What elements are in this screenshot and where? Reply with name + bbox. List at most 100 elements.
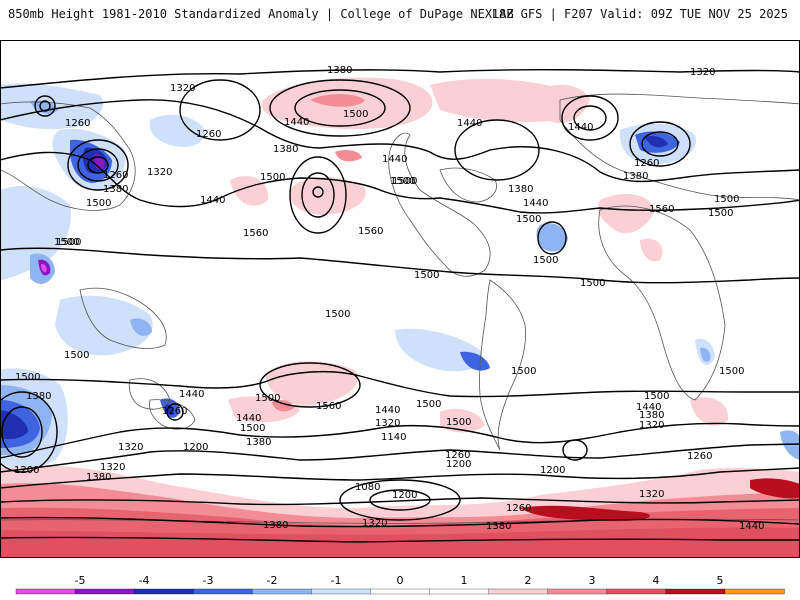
contour-label: 1500	[644, 391, 669, 402]
contour-label: 1560	[649, 204, 674, 215]
contour-label: 1380	[273, 144, 298, 155]
colorbar-tick-label: 1	[461, 574, 468, 587]
contour-label: 1320	[375, 418, 400, 429]
colorbar-tick-label: 3	[589, 574, 596, 587]
contour-label: 1500	[446, 417, 471, 428]
colorbar-tick-label: -2	[267, 574, 278, 587]
contour-label: 1200	[540, 465, 565, 476]
colorbar-tick-label: 2	[525, 574, 532, 587]
contour-label: 1320	[147, 167, 172, 178]
contour-label: 1380	[263, 520, 288, 531]
contour-label: 1380	[327, 65, 352, 76]
contour-label: 1500	[260, 172, 285, 183]
colorbar-tick-label: -1	[331, 574, 342, 587]
strong-positive-south-pacific	[520, 505, 650, 522]
contour-label: 1500	[414, 270, 439, 281]
colorbar-swatch	[252, 588, 313, 595]
colorbar-swatches	[15, 588, 785, 595]
northern-positive-anomalies	[230, 77, 663, 262]
contour-label: 1440	[739, 521, 764, 532]
colorbar-swatch	[606, 588, 667, 595]
contour-label: 1380	[639, 410, 664, 421]
contour-label: 1500	[719, 366, 744, 377]
contour-label: 1500	[714, 194, 739, 205]
contour-label: 1500	[86, 198, 111, 209]
colorbar-swatch	[547, 588, 608, 595]
contour-label: 1500	[343, 109, 368, 120]
contour-label: 1500	[392, 176, 417, 187]
contour-label: 1500	[15, 372, 40, 383]
colorbar: -5 -4 -3 -2 -1 0 1 2 3 4 5	[15, 574, 785, 595]
contour-label: 1500	[516, 214, 541, 225]
contour-label: 1380	[623, 171, 648, 182]
contour-label: 1440	[457, 118, 482, 129]
contour-label: 1380	[103, 184, 128, 195]
contour-label: 1500	[325, 309, 350, 320]
contour-label: 1320	[118, 442, 143, 453]
contour-label: 1500	[390, 176, 415, 187]
contour-label: 1560	[243, 228, 268, 239]
contour-label: 1500	[511, 366, 536, 377]
contour-label: 1320	[639, 489, 664, 500]
anomaly-map: 1380 1320 1320 1260 1260 1440 1500 1380 …	[0, 40, 800, 558]
contour-label: 1440	[523, 198, 548, 209]
colorbar-tick-label: 4	[653, 574, 660, 587]
contour-label: 1500	[240, 423, 265, 434]
contour-label: 1380	[246, 437, 271, 448]
colorbar-tick-label: -4	[139, 574, 150, 587]
contour-label: 1200	[183, 442, 208, 453]
contour-label: 1260	[506, 503, 531, 514]
colorbar-swatch	[134, 588, 194, 595]
colorbar-swatch	[665, 588, 726, 595]
contour-label: 1440	[382, 154, 407, 165]
contour-label: 1440	[636, 402, 661, 413]
contour-label: 1380	[486, 521, 511, 532]
contour-label: 1260	[65, 118, 90, 129]
contour-label: 1260	[196, 129, 221, 140]
contour-label: 1200	[446, 459, 471, 470]
contour-label: 1560	[358, 226, 383, 237]
colorbar-swatch	[429, 588, 490, 595]
colorbar-swatch	[15, 588, 76, 595]
contour-label: 1320	[170, 83, 195, 94]
contour-label: 1440	[200, 195, 225, 206]
contour-label: 1560	[316, 401, 341, 412]
colorbar-swatch	[193, 588, 253, 595]
contour-label: 1500	[54, 237, 79, 248]
contour-labels: 1380 1320 1320 1260 1260 1440 1500 1380 …	[14, 65, 764, 532]
contour-label: 1320	[362, 518, 387, 529]
contour-label: 1500	[416, 399, 441, 410]
contour-label: 1260	[162, 406, 187, 417]
contour-label: 1260	[634, 158, 659, 169]
contour-label: 1380	[508, 184, 533, 195]
contour-label: 1140	[381, 432, 406, 443]
colorbar-swatch	[311, 588, 372, 595]
contour-label: 1500	[580, 278, 605, 289]
contour-label: 1440	[284, 117, 309, 128]
contour-label: 1200	[392, 490, 417, 501]
contour-label: 1080	[355, 482, 380, 493]
colorbar-swatch	[74, 588, 135, 595]
contour-label: 1260	[687, 451, 712, 462]
contour-label: 1260	[103, 170, 128, 181]
colorbar-tick-label: 0	[397, 574, 404, 587]
contour-label: 1440	[375, 405, 400, 416]
contour-label: 1320	[639, 420, 664, 431]
contour-label: 1500	[533, 255, 558, 266]
colorbar-ticks: -5 -4 -3 -2 -1 0 1 2 3 4 5	[75, 574, 724, 587]
contour-label: 1440	[236, 413, 261, 424]
model-run-info: 18Z GFS | F207 Valid: 09Z TUE NOV 25 202…	[491, 7, 788, 21]
contour-label: 1500	[64, 350, 89, 361]
contour-label: 1440	[568, 122, 593, 133]
contour-label: 1440	[179, 389, 204, 400]
map-title: 850mb Height 1981-2010 Standardized Anom…	[8, 7, 514, 21]
contour-label: 1500	[56, 237, 81, 248]
height-contours	[0, 68, 800, 543]
header-bar: 850mb Height 1981-2010 Standardized Anom…	[0, 0, 800, 40]
contour-label: 1500	[255, 393, 280, 404]
contour-label: 1500	[708, 208, 733, 219]
contour-label: 1320	[690, 67, 715, 78]
colorbar-tick-label: -3	[203, 574, 214, 587]
strong-positive-south-indian	[750, 478, 800, 499]
colorbar-swatch	[488, 588, 549, 595]
